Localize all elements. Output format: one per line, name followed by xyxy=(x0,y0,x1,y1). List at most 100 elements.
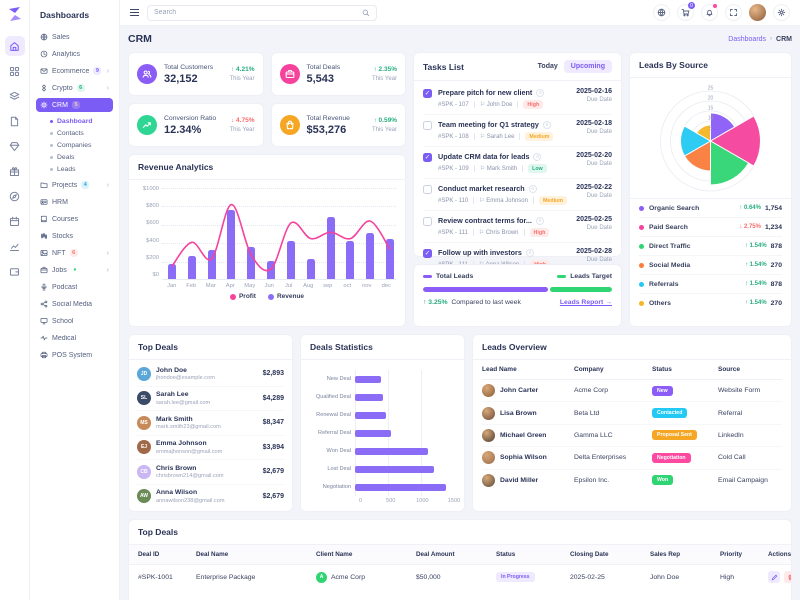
top-deals-table-row[interactable]: #SPK-1001 Enterprise Package A Acme Corp $50… xyxy=(129,565,791,589)
leads-overview-row[interactable]: Lisa Brown Beta Ltd Contacted Referral xyxy=(482,401,782,423)
task-info-icon[interactable]: ○ xyxy=(535,216,544,225)
revenue-bar[interactable] xyxy=(267,261,276,279)
leads-overview-row[interactable]: David Miller Epsilon Inc. Won Email Campaig… xyxy=(482,468,782,491)
sidebar-subitem-companies[interactable]: Companies xyxy=(36,139,113,151)
tab-upcoming[interactable]: Upcoming xyxy=(563,60,612,73)
settings-gear-icon[interactable] xyxy=(773,4,790,21)
source-row-referrals[interactable]: Referrals ↑ 1.54% 878 xyxy=(639,274,782,293)
compass-icon[interactable] xyxy=(5,186,25,206)
leads-overview-row[interactable]: Sophia Wilson Delta Enterprises Negotiatio… xyxy=(482,446,782,468)
gem-icon[interactable] xyxy=(5,136,25,156)
task-checkbox[interactable] xyxy=(423,185,432,194)
dstat-bar[interactable] xyxy=(355,429,392,437)
leads-report-link[interactable]: Leads Report → xyxy=(559,299,612,306)
task-info-icon[interactable]: ○ xyxy=(528,184,537,193)
source-row-organic-search[interactable]: Organic Search ↑ 0.64% 1,754 xyxy=(639,199,782,217)
task-checkbox[interactable] xyxy=(423,217,432,226)
delete-icon[interactable] xyxy=(784,571,791,583)
edit-icon[interactable] xyxy=(768,571,780,583)
sidebar-item-social-media[interactable]: Social Media xyxy=(36,297,113,311)
tab-today[interactable]: Today xyxy=(537,63,558,70)
sidebar-item-jobs[interactable]: Jobs ● › xyxy=(36,263,113,277)
sidebar-item-crypto[interactable]: Crypto 6 › xyxy=(36,81,113,95)
polar-slice-direct-traffic[interactable] xyxy=(710,140,750,186)
revenue-bar[interactable] xyxy=(247,246,256,279)
dstat-bar[interactable] xyxy=(355,465,435,473)
task-checkbox[interactable] xyxy=(423,121,432,130)
task-checkbox[interactable]: ✓ xyxy=(423,249,432,258)
sidebar-item-school[interactable]: School xyxy=(36,314,113,328)
task-info-icon[interactable]: ○ xyxy=(542,120,551,129)
sidebar-item-hrm[interactable]: HRM xyxy=(36,195,113,209)
notifications-bell-icon[interactable] xyxy=(701,4,718,21)
revenue-bar[interactable] xyxy=(386,238,395,279)
sidebar-item-ecommerce[interactable]: Ecommerce 9 › xyxy=(36,64,113,78)
task-row[interactable]: Conduct market research ○ #SPK - 110 ⚐ Emma… xyxy=(423,178,612,210)
breadcrumb-parent[interactable]: Dashboards xyxy=(728,35,767,43)
deal-row[interactable]: CB Chris Brown chrisbrown214@gmail.com $2,6… xyxy=(137,459,284,484)
search-input[interactable] xyxy=(154,9,362,16)
sidebar-item-nft[interactable]: NFT 6 › xyxy=(36,246,113,260)
source-row-direct-traffic[interactable]: Direct Traffic ↑ 1.54% 878 xyxy=(639,236,782,255)
sidebar-item-projects[interactable]: Projects 4 › xyxy=(36,178,113,192)
sidebar-subitem-dashboard[interactable]: Dashboard xyxy=(36,115,113,127)
apps-grid-icon[interactable] xyxy=(5,61,25,81)
sidebar-subitem-contacts[interactable]: Contacts xyxy=(36,127,113,139)
layers-icon[interactable] xyxy=(5,86,25,106)
revenue-bar[interactable] xyxy=(227,210,236,279)
sidebar-item-stocks[interactable]: Stocks xyxy=(36,229,113,243)
dstat-bar[interactable] xyxy=(355,411,387,419)
source-row-paid-search[interactable]: Paid Search ↓ 2.75% 1,234 xyxy=(639,217,782,236)
revenue-bar[interactable] xyxy=(286,241,295,279)
source-row-others[interactable]: Others ↑ 1.54% 270 xyxy=(639,293,782,312)
deal-row[interactable]: JD John Doe jhondoe@example.com $2,893 xyxy=(137,362,284,386)
leads-overview-row[interactable]: John Carter Acme Corp New Website Form xyxy=(482,380,782,401)
task-info-icon[interactable]: ○ xyxy=(525,248,534,257)
sidebar-item-pos-system[interactable]: POS System xyxy=(36,348,113,362)
dstat-bar[interactable] xyxy=(355,483,447,491)
sidebar-item-courses[interactable]: Courses xyxy=(36,212,113,226)
chart-icon[interactable] xyxy=(5,236,25,256)
task-row[interactable]: ✓ Update CRM data for leads ○ #SPK - 109 ⚐ M… xyxy=(423,146,612,178)
source-row-social-media[interactable]: Social Media ↑ 1.54% 270 xyxy=(639,255,782,274)
task-row[interactable]: Team meeting for Q1 strategy ○ #SPK - 108 ⚐… xyxy=(423,114,612,146)
sidebar-subitem-leads[interactable]: Leads xyxy=(36,163,113,175)
polar-slice-paid-search[interactable] xyxy=(709,115,761,167)
sidebar-item-medical[interactable]: Medical xyxy=(36,331,113,345)
revenue-bar[interactable] xyxy=(207,249,216,279)
task-row[interactable]: ✓ Prepare pitch for new client ○ #SPK - 107… xyxy=(423,83,612,114)
user-avatar[interactable] xyxy=(749,4,766,21)
dstat-bar[interactable] xyxy=(355,375,382,383)
home-icon[interactable] xyxy=(4,36,25,56)
cart-icon[interactable]: 0 xyxy=(677,2,695,21)
sidebar-item-crm[interactable]: CRM 5 xyxy=(36,98,113,112)
polar-slice-others[interactable] xyxy=(695,124,711,142)
hamburger-menu-icon[interactable] xyxy=(130,8,139,17)
deal-row[interactable]: SL Sarah Lee sarah.lee@gmail.com $4,289 xyxy=(137,385,284,411)
fullscreen-expand-icon[interactable] xyxy=(725,4,742,21)
revenue-bar[interactable] xyxy=(346,241,355,279)
polar-slice-referrals[interactable] xyxy=(680,125,712,157)
leads-overview-row[interactable]: Michael Green Gamma LLC Proposal Sent Linke… xyxy=(482,423,782,446)
sidebar-item-analytics[interactable]: Analytics xyxy=(36,47,113,61)
revenue-bar[interactable] xyxy=(326,217,335,279)
task-info-icon[interactable]: ○ xyxy=(536,88,545,97)
task-checkbox[interactable]: ✓ xyxy=(423,153,432,162)
language-globe-icon[interactable] xyxy=(653,4,670,21)
dstat-bar[interactable] xyxy=(355,447,428,455)
task-checkbox[interactable]: ✓ xyxy=(423,89,432,98)
revenue-bar[interactable] xyxy=(167,264,176,279)
gift-icon[interactable] xyxy=(5,161,25,181)
file-icon[interactable] xyxy=(5,111,25,131)
calendar-icon[interactable] xyxy=(5,211,25,231)
revenue-bar[interactable] xyxy=(366,233,375,279)
brand-logo[interactable] xyxy=(7,6,23,22)
sidebar-item-podcast[interactable]: Podcast xyxy=(36,280,113,294)
dstat-bar[interactable] xyxy=(355,393,384,401)
deal-row[interactable]: EJ Emma Johnson emmajhonson@gmail.com $3,89… xyxy=(137,434,284,460)
revenue-bar[interactable] xyxy=(306,258,315,279)
revenue-bar[interactable] xyxy=(187,256,196,279)
wallet-icon[interactable] xyxy=(5,261,25,281)
search-box[interactable] xyxy=(147,4,377,21)
sidebar-subitem-deals[interactable]: Deals xyxy=(36,151,113,163)
